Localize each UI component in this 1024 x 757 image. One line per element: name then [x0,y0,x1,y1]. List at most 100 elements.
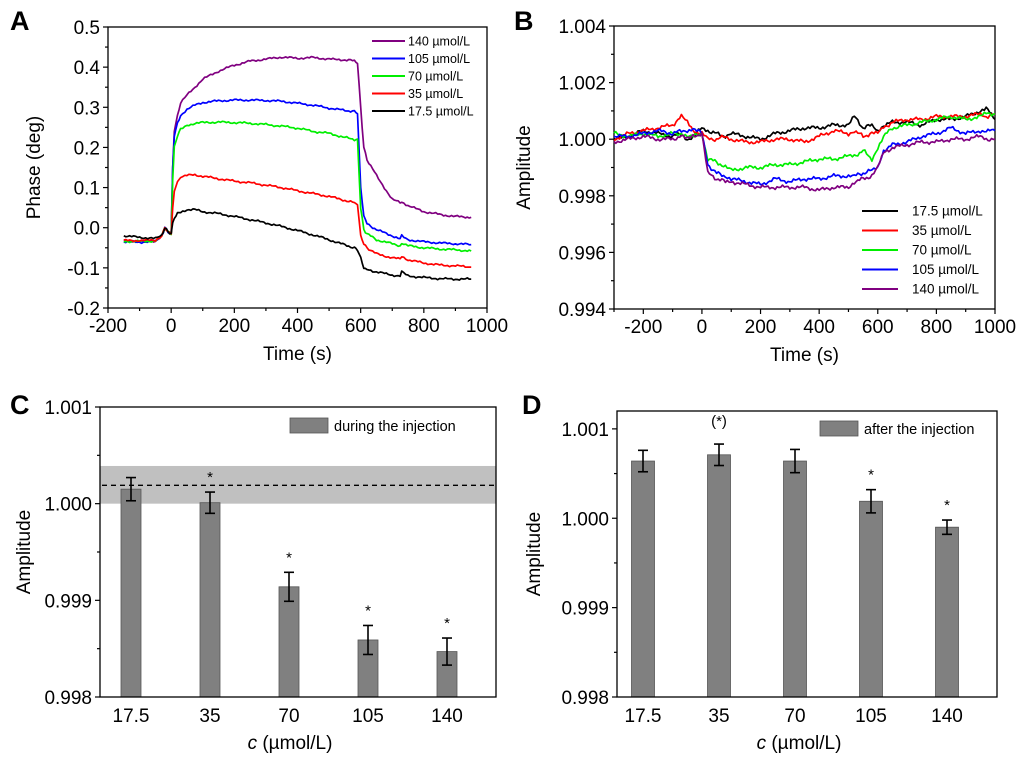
x-tick-label: -200 [624,317,662,338]
x-tick-label: 1000 [974,317,1016,338]
y-tick-label: 1.000 [44,495,92,516]
legend-label: 70 µmol/L [912,243,972,258]
x-tick-label: 800 [921,317,953,338]
panel-letter-a: A [10,6,30,36]
x-axis-title: Time (s) [770,345,839,366]
y-tick-label: 0.999 [44,591,92,612]
y-tick-label: 0.994 [558,300,606,321]
y-tick-label: 0.5 [74,18,100,39]
x-tick-label: 140 [931,706,963,727]
significance-marker: * [944,497,950,514]
y-tick-label: 1.004 [558,17,606,38]
x-tick-label: 140 [431,706,463,727]
x-tick-label: 1000 [466,316,508,337]
series-line-140 [123,55,472,244]
legend-label: 35 µmol/L [408,87,463,101]
series-line-17.5 [613,106,996,142]
significance-marker: * [207,469,213,486]
legend-label: 140 µmol/L [912,282,980,297]
panel-d-bar-chart-after: 17.5 (*) 35 70 * 105 * 140 0.998 0.999 1.000 1.001 c… [524,410,998,754]
x-axis-title: c (µmol/L) [248,733,333,754]
x-tick-label: 600 [862,317,894,338]
legend-label: 105 µmol/L [408,52,470,66]
panel-letter-c: C [10,390,30,420]
series-line-17.5 [123,208,472,281]
x-tick-label: 105 [352,706,384,727]
y-tick-label: -0.1 [67,259,100,280]
legend-label: during the injection [334,419,456,435]
legend-swatch [289,417,329,434]
series-line-140 [613,131,996,192]
legend-label: 105 µmol/L [912,262,980,277]
x-tick-label: 35 [708,706,729,727]
x-tick-label: 400 [282,316,314,337]
legend-swatch [819,420,859,437]
panel-a-phase-chart: -200 0 200 400 600 800 1000 -0.2 -0.1 0.0 0.1 0.2 0.… [24,18,508,365]
x-axis-variable: c [248,733,258,754]
x-tick-label: 35 [199,706,220,727]
y-tick-label: 0.1 [74,179,100,200]
y-tick-label: 0.998 [561,688,609,709]
y-axis-title: Amplitude [514,125,535,210]
x-tick-label: 17.5 [113,706,150,727]
x-tick-label: 800 [408,316,440,337]
series-line-70 [123,120,472,253]
significance-marker: * [868,467,874,484]
plot-frame [616,410,998,698]
bar-35 [199,502,221,698]
y-tick-label: 1.001 [44,398,92,419]
y-axis-title: Amplitude [14,510,35,595]
panel-c-bar-chart-during: 17.5 * 35 * 70 * 105 * 140 0.998 0.999 1.000 1.001 c … [14,398,497,754]
x-tick-label: 400 [803,317,835,338]
x-axis-title: c (µmol/L) [757,733,842,754]
y-tick-label: 0.998 [44,688,92,709]
panel-letter-d: D [522,390,542,420]
legend-label: 140 µmol/L [408,35,470,49]
y-tick-label: 1.002 [558,74,606,95]
y-axis-title: Phase (deg) [24,116,45,220]
legend-label: 17.5 µmol/L [912,204,983,219]
x-axis-unit: (µmol/L) [257,733,332,754]
series-line-35 [613,112,996,145]
bar-70 [278,586,300,698]
x-axis-unit: (µmol/L) [766,733,841,754]
x-tick-label: 105 [855,706,887,727]
y-tick-label: 0.998 [558,187,606,208]
significance-marker: (*) [711,413,727,430]
panel-b-amplitude-chart: -200 0 200 400 600 800 1000 0.994 0.996 0.998 1.00… [514,17,1016,366]
y-tick-label: 1.001 [561,420,609,441]
x-axis-variable: c [757,733,767,754]
y-tick-label: 0.996 [558,243,606,264]
series-line-35 [123,173,472,269]
x-tick-label: 0 [697,317,708,338]
bar-140 [935,526,959,698]
x-tick-label: 200 [745,317,777,338]
panel-letter-b: B [514,6,534,36]
x-tick-label: 70 [278,706,299,727]
y-axis-title: Amplitude [524,512,545,597]
y-tick-label: 0.2 [74,138,100,159]
bar-17.5 [631,460,655,698]
series-line-105 [123,98,472,246]
y-tick-label: 0.4 [74,58,101,79]
series-line-70 [613,111,996,172]
series-line-105 [613,125,996,186]
y-tick-label: 0.999 [561,599,609,620]
y-tick-label: -0.2 [67,299,100,320]
significance-marker: * [286,549,292,566]
legend-label: 70 µmol/L [408,70,463,84]
x-tick-label: -200 [89,316,127,337]
x-tick-label: 70 [784,706,805,727]
bar-105 [859,500,883,698]
significance-marker: * [444,615,450,632]
legend-label: 17.5 µmol/L [408,105,474,119]
bar-17.5 [120,488,142,698]
x-tick-label: 600 [345,316,377,337]
y-tick-label: 1.000 [561,509,609,530]
bar-70 [783,460,807,698]
x-axis-title: Time (s) [263,344,332,365]
x-tick-label: 200 [218,316,250,337]
bar-35 [707,454,731,698]
x-tick-label: 0 [166,316,177,337]
